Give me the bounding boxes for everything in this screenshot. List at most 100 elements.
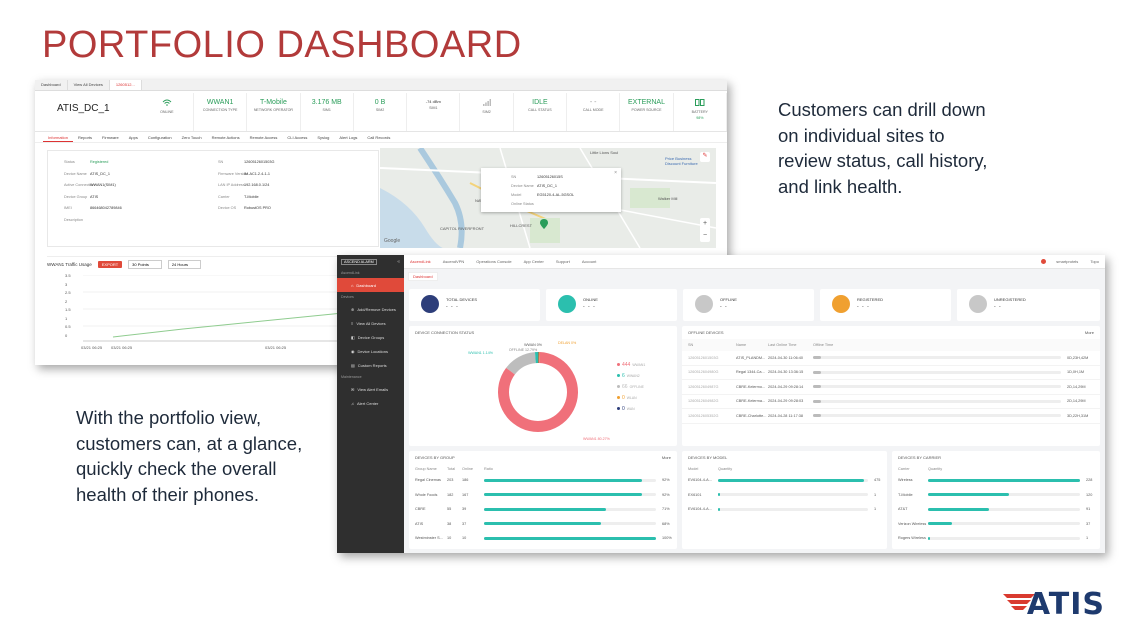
cell-total: 55 [447,507,452,512]
donut-slice[interactable] [534,352,538,364]
sidebar-item-custom-reports[interactable]: ▤ Custom Reports [351,362,387,368]
ratio-bar [928,522,1080,526]
offline-duration-bar [813,385,1061,389]
table-row[interactable]: 1260512604987G CBRE-Kelermo... 2024-04-29 … [682,380,1100,395]
subtab-zero-touch[interactable]: Zero Touch [181,135,202,140]
metric-connection-type: WWAN1 CONNECTION TYPE [194,93,248,131]
device-location-map[interactable]: CAPITOL HILL NAVY YARD CAPITOL RIVERFRON… [380,148,716,248]
cell-online: 37 [462,521,467,526]
notification-icon[interactable] [1041,259,1047,264]
table-row[interactable]: EX6101 1 [682,488,887,503]
table-row[interactable]: Verizon Wireless 37 [892,517,1100,532]
table-row[interactable]: Wireless 228 [892,473,1100,488]
sidebar-item-dashboard[interactable]: ⌂ Dashboard [337,278,404,292]
table-row[interactable]: 1260512605352G CBRE-Charlotte... 2024-04-2… [682,409,1100,424]
offline-more-link[interactable]: More [1084,330,1094,335]
subtab-call-records[interactable]: Call Records [367,135,391,140]
signal-bars-icon [460,99,512,108]
sidebar-item-device-groups[interactable]: ◧ Device Groups [351,334,385,340]
edit-icon[interactable]: ✎ [700,152,710,162]
table-row[interactable]: 1260512601503G ATIS_PLANDM... 2024-04-30 1… [682,351,1100,366]
cell-time: 2024-04-29 09:28:14 [768,384,804,389]
router-icon [421,295,439,313]
subtab-firmware[interactable]: Firmware [102,135,119,140]
zoom-in-icon[interactable]: + [702,220,708,227]
tab-device[interactable]: 1260512... [109,80,142,90]
nav-ascendlink[interactable]: AscendLink [410,259,431,264]
subtab-information[interactable]: Information [43,132,74,142]
sidebar-item-view-alert-emails[interactable]: ✉ View Alert Emails [351,386,389,392]
hours-select[interactable]: 24 Hours [167,260,202,269]
ratio-bar [484,536,656,540]
metric-sim1-signal: -74 dBm SIM1 [407,93,461,131]
legend-count: 0 [622,405,625,412]
sidebar-item-device-locations[interactable]: ◉ Device Locations [351,348,388,354]
donut-label: OFFLINE 12.79% [509,348,538,352]
map-pin-icon[interactable] [540,216,548,234]
connection-status-donut: WWAN1 80.27% WWAN1 1.14% WWAN 0%OFFLINE 12… [468,341,610,440]
sidebar-item-add-remove-devices[interactable]: ⊕ Add/Remove Devices [351,306,396,312]
tab-view-all-devices[interactable]: View All Devices [68,80,110,90]
collapse-icon[interactable]: « [397,258,400,265]
table-row[interactable]: Regal Cinemas 203 186 92% [409,473,677,488]
table-row[interactable]: ATIS 38 37 68% [409,517,677,532]
table-row[interactable]: 1260512604982G CBRE-Kelerma... 2024-04-29 … [682,395,1100,409]
page-tab-dashboard[interactable]: Dashboard [408,272,438,281]
tab-dashboard[interactable]: Dashboard [35,80,68,90]
cell-value: 1 [874,507,877,512]
group-icon: ◧ [351,334,355,340]
nav-account[interactable]: Account [581,259,597,264]
subtab-reports[interactable]: Reports [78,135,93,140]
donut-slice[interactable] [506,352,536,375]
ratio-bar [928,536,1080,540]
table-row[interactable]: Rogers Wireless 1 [892,531,1100,546]
table-row[interactable]: 1260512604980G Regal 1344-Ca... 2024-04-30… [682,366,1100,380]
points-select[interactable]: 30 Points [128,260,162,269]
ratio-bar [928,507,1080,511]
donut-slice[interactable] [538,352,540,364]
table-row[interactable]: EV6104-4-A... 475 [682,473,887,488]
subtab-remote-actions[interactable]: Remote Actions [211,135,240,140]
nav-operations-console[interactable]: Operations Console [476,259,512,264]
legend-item: 0 WAN [617,403,645,414]
sidebar-item-view-all-devices[interactable]: ≡ View All Devices [351,320,386,326]
table-row[interactable]: Whole Foods 182 167 92% [409,488,677,503]
cell-value: 92% [662,478,670,483]
language-menu[interactable]: Topo [1090,259,1099,264]
cell-value: 37 [1086,521,1091,526]
carrier-table-body: Wireless 228 T-Mobile 120 AT&T 91 Verizon Wire… [892,473,1100,546]
table-row[interactable]: CBRE 55 39 71% [409,502,677,517]
model-table-body: EV6104-4-A... 475 EX6101 1 EV6104-4-A... 1 [682,473,887,517]
clock-icon [832,295,850,313]
offline-duration-fill [813,399,821,403]
user-menu[interactable]: smartprotels [1056,259,1079,264]
metric-power-source: EXTERNAL POWER SOURCE [620,93,674,131]
group-more-link[interactable]: More [661,455,671,460]
subtab-alert-logs[interactable]: Alert Logs [339,135,358,140]
legend-label: WWAN2 [626,373,640,378]
subtab-apps[interactable]: Apps [128,135,138,140]
subtab-configuration[interactable]: Configuration [147,135,172,140]
subtab-cli-access[interactable]: CLI Access [287,135,308,140]
donut-slice[interactable] [538,352,539,364]
table-row[interactable]: AT&T 91 [892,502,1100,517]
nav-support[interactable]: Support [555,259,570,264]
caption-left: With the portfolio view, customers can, … [76,407,303,505]
table-row[interactable]: Westminster S... 10 10 100% [409,531,677,546]
nav-app-center[interactable]: App Center [523,259,544,264]
cell-value: 71% [662,507,670,512]
legend-count: 0 [622,394,625,401]
devices-by-group-card: DEVICES BY GROUP More Group Name Total O… [409,451,677,549]
export-button[interactable]: EXPORT [97,261,123,268]
zoom-controls[interactable]: + − [700,218,710,242]
cell-online: 167 [462,492,469,497]
subtab-remote-access[interactable]: Remote Access [249,135,278,140]
ratio-bar-fill [718,507,720,511]
sidebar-item-alert-center[interactable]: ♫ Alert Center [351,400,379,406]
subtab-syslog[interactable]: Syslog [317,135,330,140]
close-icon[interactable]: × [614,170,617,176]
table-row[interactable]: T-Mobile 120 [892,488,1100,503]
nav-ascendvpn[interactable]: AscendVPN [442,259,465,264]
zoom-out-icon[interactable]: − [702,232,708,239]
table-row[interactable]: EV6104-4-A... 1 [682,502,887,517]
